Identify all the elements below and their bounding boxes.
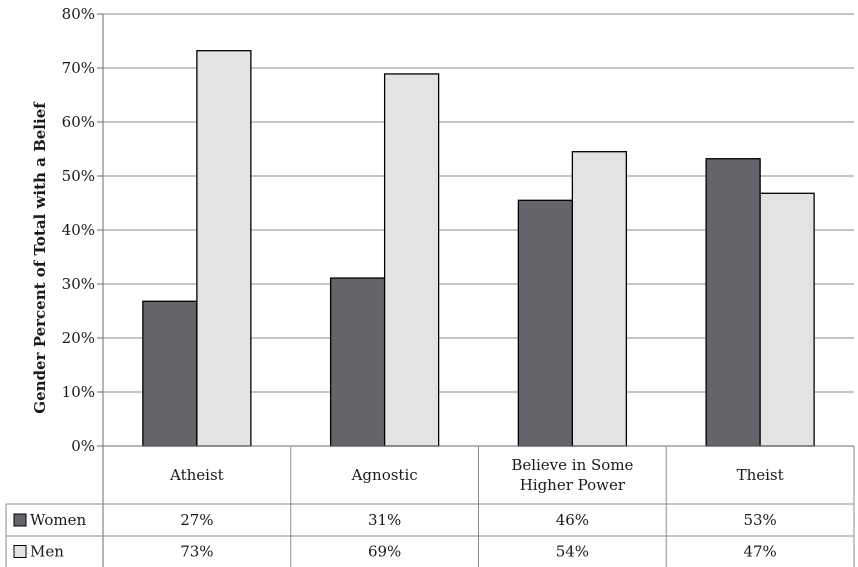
y-tick-label: 70% bbox=[62, 59, 95, 77]
legend-swatch-men bbox=[13, 545, 27, 558]
y-tick-label: 60% bbox=[62, 113, 95, 131]
data-label: 47% bbox=[743, 543, 776, 561]
y-tick-label: 80% bbox=[62, 5, 95, 23]
y-tick-label: 30% bbox=[62, 275, 95, 293]
legend-label-men: Men bbox=[30, 543, 64, 561]
bar-men bbox=[571, 151, 628, 447]
x-tick-label: Atheist bbox=[169, 466, 224, 484]
x-tick-label: Higher Power bbox=[520, 476, 626, 494]
legend-label-women: Women bbox=[30, 511, 87, 529]
y-axis-ticks: 0% 10% 20% 30% 40% 50% 60% 70% 80% bbox=[62, 5, 95, 455]
data-label: 53% bbox=[743, 511, 776, 529]
bar-men bbox=[383, 73, 440, 447]
data-label: 54% bbox=[556, 543, 589, 561]
bar-women bbox=[517, 199, 574, 447]
data-label: 73% bbox=[180, 543, 213, 561]
data-table: Atheist Agnostic Believe in Some Higher Pow… bbox=[5, 446, 855, 567]
y-tick-label: 20% bbox=[62, 329, 95, 347]
bar-women bbox=[705, 158, 761, 447]
x-tick-label: Believe in Some bbox=[511, 456, 633, 474]
y-tick-label: 40% bbox=[62, 221, 95, 239]
data-label: 31% bbox=[368, 511, 401, 529]
bar-women bbox=[142, 300, 198, 447]
bars bbox=[142, 50, 815, 447]
data-label: 27% bbox=[180, 511, 213, 529]
y-tick-label: 0% bbox=[71, 437, 95, 455]
bar-men bbox=[759, 192, 815, 447]
y-tick-label: 50% bbox=[62, 167, 95, 185]
x-tick-label: Agnostic bbox=[351, 466, 418, 484]
y-tick-label: 10% bbox=[62, 383, 95, 401]
legend-swatch-women bbox=[13, 513, 27, 527]
bar-men bbox=[196, 50, 252, 447]
data-label: 69% bbox=[368, 543, 401, 561]
x-tick-label: Theist bbox=[737, 466, 784, 484]
bar-women bbox=[329, 277, 386, 447]
data-label: 46% bbox=[556, 511, 589, 529]
y-axis-title: Gender Percent of Total with a Belief bbox=[31, 101, 49, 414]
